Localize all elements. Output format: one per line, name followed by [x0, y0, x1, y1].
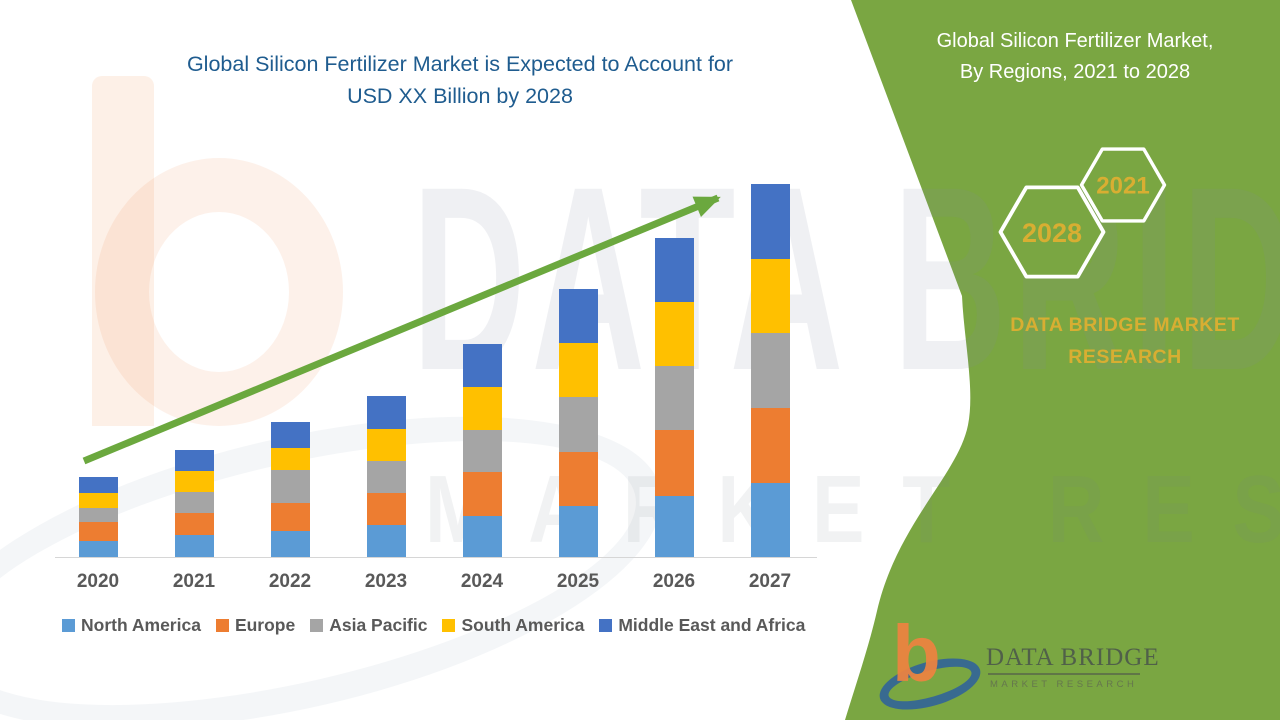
- logo-b-icon: b: [892, 609, 941, 698]
- databridge-logo: b DATA BRIDGE MARKET RESEARCH: [873, 609, 1220, 720]
- x-axis-label-2027: 2027: [748, 571, 792, 592]
- side-panel-title-line1: Global Silicon Fertilizer Market,: [936, 30, 1214, 52]
- bar-2023-segment-europe: [366, 493, 406, 525]
- bar-2026-segment-middle-east-and-africa: [654, 238, 694, 302]
- bar-2022: [270, 422, 310, 557]
- bar-2023-segment-asia-pacific: [366, 461, 406, 493]
- x-axis-label-2020: 2020: [76, 571, 120, 592]
- legend-label-asia-pacific: Asia Pacific: [329, 615, 428, 635]
- bar-2026-segment-north-america: [654, 496, 694, 557]
- bar-2021: [174, 450, 214, 557]
- bar-2020-segment-middle-east-and-africa: [78, 477, 118, 493]
- bar-2020-segment-north-america: [78, 541, 118, 557]
- bar-2023: [366, 396, 406, 557]
- legend-label-europe: Europe: [234, 615, 296, 635]
- x-axis-label-2024: 2024: [460, 571, 504, 592]
- bar-2022-segment-asia-pacific: [270, 470, 310, 503]
- bar-2024-segment-north-america: [462, 516, 502, 557]
- bar-2022-segment-europe: [270, 503, 310, 531]
- hexagon-2028-label: 2028: [1022, 218, 1082, 248]
- bar-2026: [654, 238, 694, 557]
- chart-title: Global Silicon Fertilizer Market is Expe…: [20, 48, 900, 112]
- x-axis-label-2022: 2022: [268, 571, 312, 592]
- bar-2021-segment-asia-pacific: [174, 492, 214, 513]
- bar-2021-segment-south-america: [174, 471, 214, 492]
- bar-2025-segment-europe: [558, 452, 598, 506]
- chart-title-line1: Global Silicon Fertilizer Market is Expe…: [186, 52, 734, 76]
- bar-2027: [750, 184, 790, 557]
- x-axis-label-2021: 2021: [172, 571, 216, 592]
- bar-2026-segment-south-america: [654, 302, 694, 366]
- logo-divider: [988, 673, 1140, 675]
- bar-2020-segment-south-america: [78, 493, 118, 508]
- bar-2020: [78, 477, 118, 557]
- bar-2024-segment-south-america: [462, 387, 502, 430]
- legend-swatch-asia-pacific: [310, 619, 324, 632]
- bar-2024-segment-europe: [462, 472, 502, 516]
- x-axis-line: [55, 557, 817, 558]
- legend-label-north-america: North America: [81, 615, 201, 635]
- legend-item-middle-east-and-africa: Middle East and Africa: [599, 615, 805, 636]
- bar-2022-segment-north-america: [270, 531, 310, 557]
- side-panel-title-line2: By Regions, 2021 to 2028: [959, 61, 1191, 83]
- legend-swatch-middle-east-and-africa: [599, 619, 613, 632]
- bar-2024: [462, 344, 502, 557]
- bar-2025: [558, 289, 598, 557]
- bar-2025-segment-north-america: [558, 506, 598, 557]
- legend-swatch-europe: [215, 619, 229, 632]
- legend-item-north-america: North America: [62, 615, 201, 636]
- legend-label-middle-east-and-africa: Middle East and Africa: [618, 615, 806, 635]
- legend-swatch-north-america: [62, 619, 75, 632]
- bar-2024-segment-middle-east-and-africa: [462, 344, 502, 387]
- hexagon-2021-label: 2021: [1096, 173, 1149, 200]
- bar-2023-segment-south-america: [366, 429, 406, 461]
- bar-2020-segment-asia-pacific: [78, 508, 118, 522]
- bar-2027-segment-europe: [750, 408, 790, 483]
- bar-2022-segment-middle-east-and-africa: [270, 422, 310, 448]
- x-axis-label-2026: 2026: [652, 571, 696, 592]
- side-panel-title: Global Silicon Fertilizer Market, By Reg…: [893, 26, 1257, 88]
- bar-2027-segment-south-america: [750, 259, 790, 333]
- bar-2023-segment-middle-east-and-africa: [366, 396, 406, 429]
- bar-2024-segment-asia-pacific: [462, 430, 502, 472]
- hexagon-2021: [1079, 147, 1167, 223]
- legend-item-asia-pacific: Asia Pacific: [310, 615, 427, 636]
- bar-2027-segment-north-america: [750, 483, 790, 557]
- bar-2025-segment-middle-east-and-africa: [558, 289, 598, 343]
- legend-swatch-south-america: [442, 619, 456, 632]
- bar-2027-segment-asia-pacific: [750, 333, 790, 408]
- bar-2026-segment-europe: [654, 430, 694, 496]
- hexagon-2028: [998, 185, 1106, 279]
- legend-item-south-america: South America: [442, 615, 584, 636]
- x-axis-label-2023: 2023: [364, 571, 408, 592]
- bar-2022-segment-south-america: [270, 448, 310, 470]
- brand-text-line2: RESEARCH: [1068, 346, 1182, 368]
- bar-2021-segment-europe: [174, 513, 214, 535]
- bar-2025-segment-south-america: [558, 343, 598, 397]
- brand-text-line1: DATA BRIDGE MARKET: [1010, 314, 1240, 336]
- chart-legend: North America Europe Asia Pacific South Ame…: [62, 615, 805, 636]
- brand-text: DATA BRIDGE MARKET RESEARCH: [990, 309, 1260, 373]
- bar-2027-segment-middle-east-and-africa: [750, 184, 790, 259]
- trend-arrow-line: [82, 194, 721, 465]
- bar-2021-segment-north-america: [174, 535, 214, 557]
- legend-label-south-america: South America: [461, 615, 585, 635]
- logo-subtitle: MARKET RESEARCH: [990, 679, 1138, 690]
- side-panel-shape: [845, 0, 1280, 720]
- chart-title-line2: USD XX Billion by 2028: [347, 84, 573, 108]
- x-axis-label-2025: 2025: [556, 571, 600, 592]
- bar-2026-segment-asia-pacific: [654, 366, 694, 430]
- bar-2025-segment-asia-pacific: [558, 397, 598, 452]
- bar-2020-segment-europe: [78, 522, 118, 541]
- bar-2023-segment-north-america: [366, 525, 406, 557]
- bar-2021-segment-middle-east-and-africa: [174, 450, 214, 471]
- legend-item-europe: Europe: [215, 615, 296, 636]
- logo-name: DATA BRIDGE: [986, 644, 1160, 671]
